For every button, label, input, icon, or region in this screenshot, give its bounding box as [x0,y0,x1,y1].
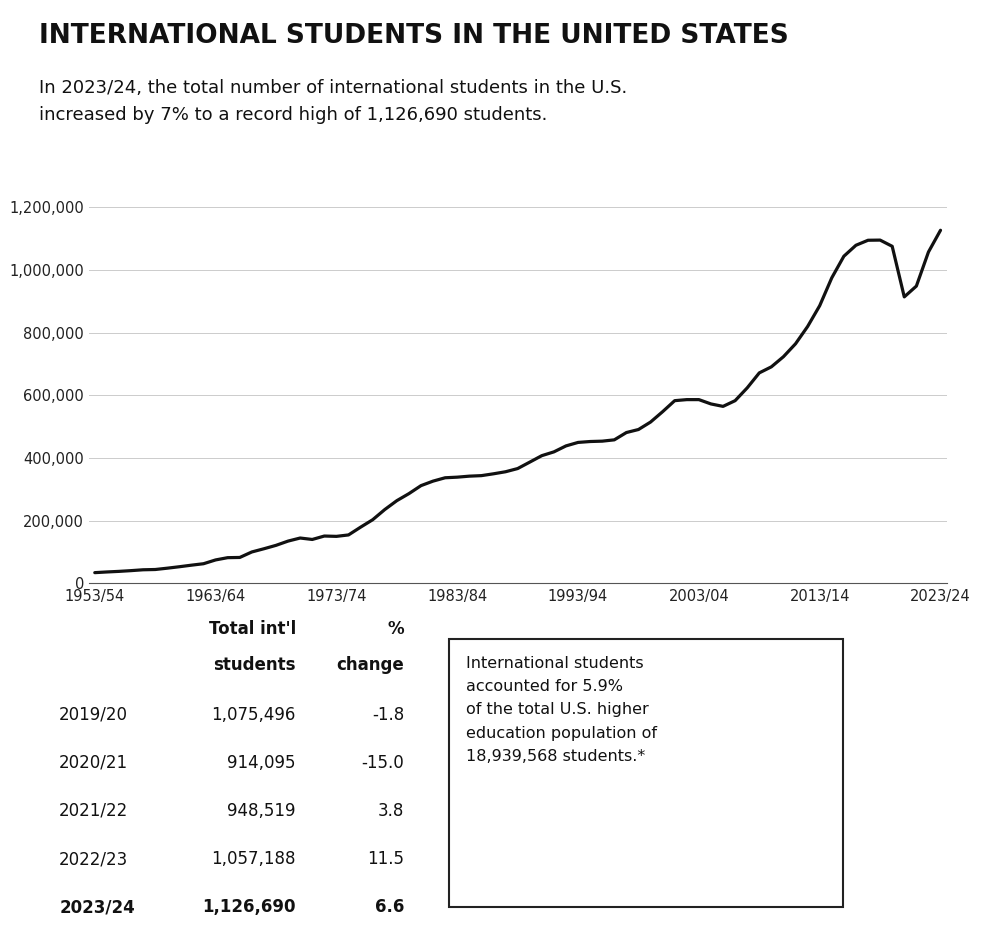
Text: -15.0: -15.0 [362,754,404,771]
Text: 2021/22: 2021/22 [59,802,128,820]
Text: 948,519: 948,519 [228,802,296,820]
Text: 2023/24: 2023/24 [59,898,135,916]
Text: %: % [387,620,404,638]
Text: International students
accounted for 5.9%
of the total U.S. higher
education pop: International students accounted for 5.9… [466,656,658,764]
Text: -1.8: -1.8 [372,706,404,723]
Text: Total int'l: Total int'l [209,620,296,638]
Text: 3.8: 3.8 [378,802,404,820]
Text: In 2023/24, the total number of international students in the U.S.: In 2023/24, the total number of internat… [39,79,628,96]
Text: 2019/20: 2019/20 [59,706,128,723]
Text: increased by 7% to a record high of 1,126,690 students.: increased by 7% to a record high of 1,12… [39,106,548,124]
Text: change: change [336,656,404,673]
Text: 2022/23: 2022/23 [59,850,128,868]
Text: students: students [213,656,296,673]
Text: INTERNATIONAL STUDENTS IN THE UNITED STATES: INTERNATIONAL STUDENTS IN THE UNITED STA… [39,23,789,49]
Text: 11.5: 11.5 [367,850,404,868]
Text: 914,095: 914,095 [228,754,296,771]
Text: 1,126,690: 1,126,690 [202,898,296,916]
Text: 2020/21: 2020/21 [59,754,128,771]
Text: 1,075,496: 1,075,496 [211,706,296,723]
Text: 6.6: 6.6 [375,898,404,916]
Text: 1,057,188: 1,057,188 [211,850,296,868]
